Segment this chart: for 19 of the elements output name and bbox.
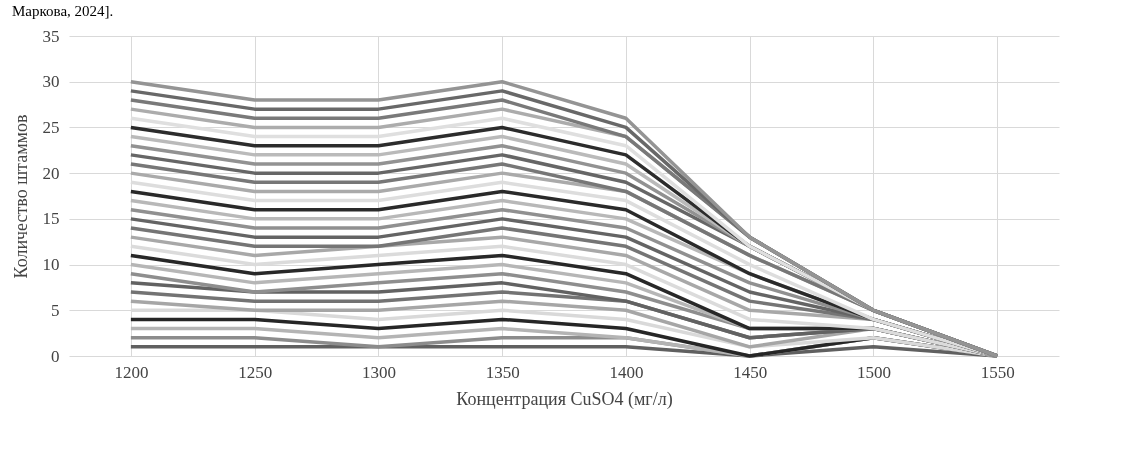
x-tick-label: 1550 — [980, 362, 1015, 382]
y-tick-label: 30 — [42, 72, 60, 92]
y-tick-label: 0 — [51, 346, 60, 366]
x-tick-label: 1350 — [485, 362, 520, 382]
y-tick-label: 15 — [42, 209, 60, 229]
y-tick-label: 25 — [42, 117, 60, 137]
x-tick-label: 1500 — [856, 362, 891, 382]
y-axis-title: Количество штаммов — [10, 114, 31, 279]
y-tick-label: 35 — [42, 26, 60, 46]
text: Маркова, 2024]. — [12, 3, 114, 19]
x-tick-label: 1450 — [733, 362, 768, 382]
y-tick-label: 5 — [51, 300, 60, 320]
x-tick-label: 1400 — [609, 362, 644, 382]
y-tick-label: 20 — [42, 163, 60, 183]
x-axis-title: Концентрация CuSO4 (мг/л) — [456, 388, 673, 410]
x-tick-label: 1250 — [238, 362, 273, 382]
x-tick-label: 1200 — [114, 362, 149, 382]
x-tick-label: 1300 — [361, 362, 396, 382]
y-tick-label: 10 — [42, 255, 60, 275]
